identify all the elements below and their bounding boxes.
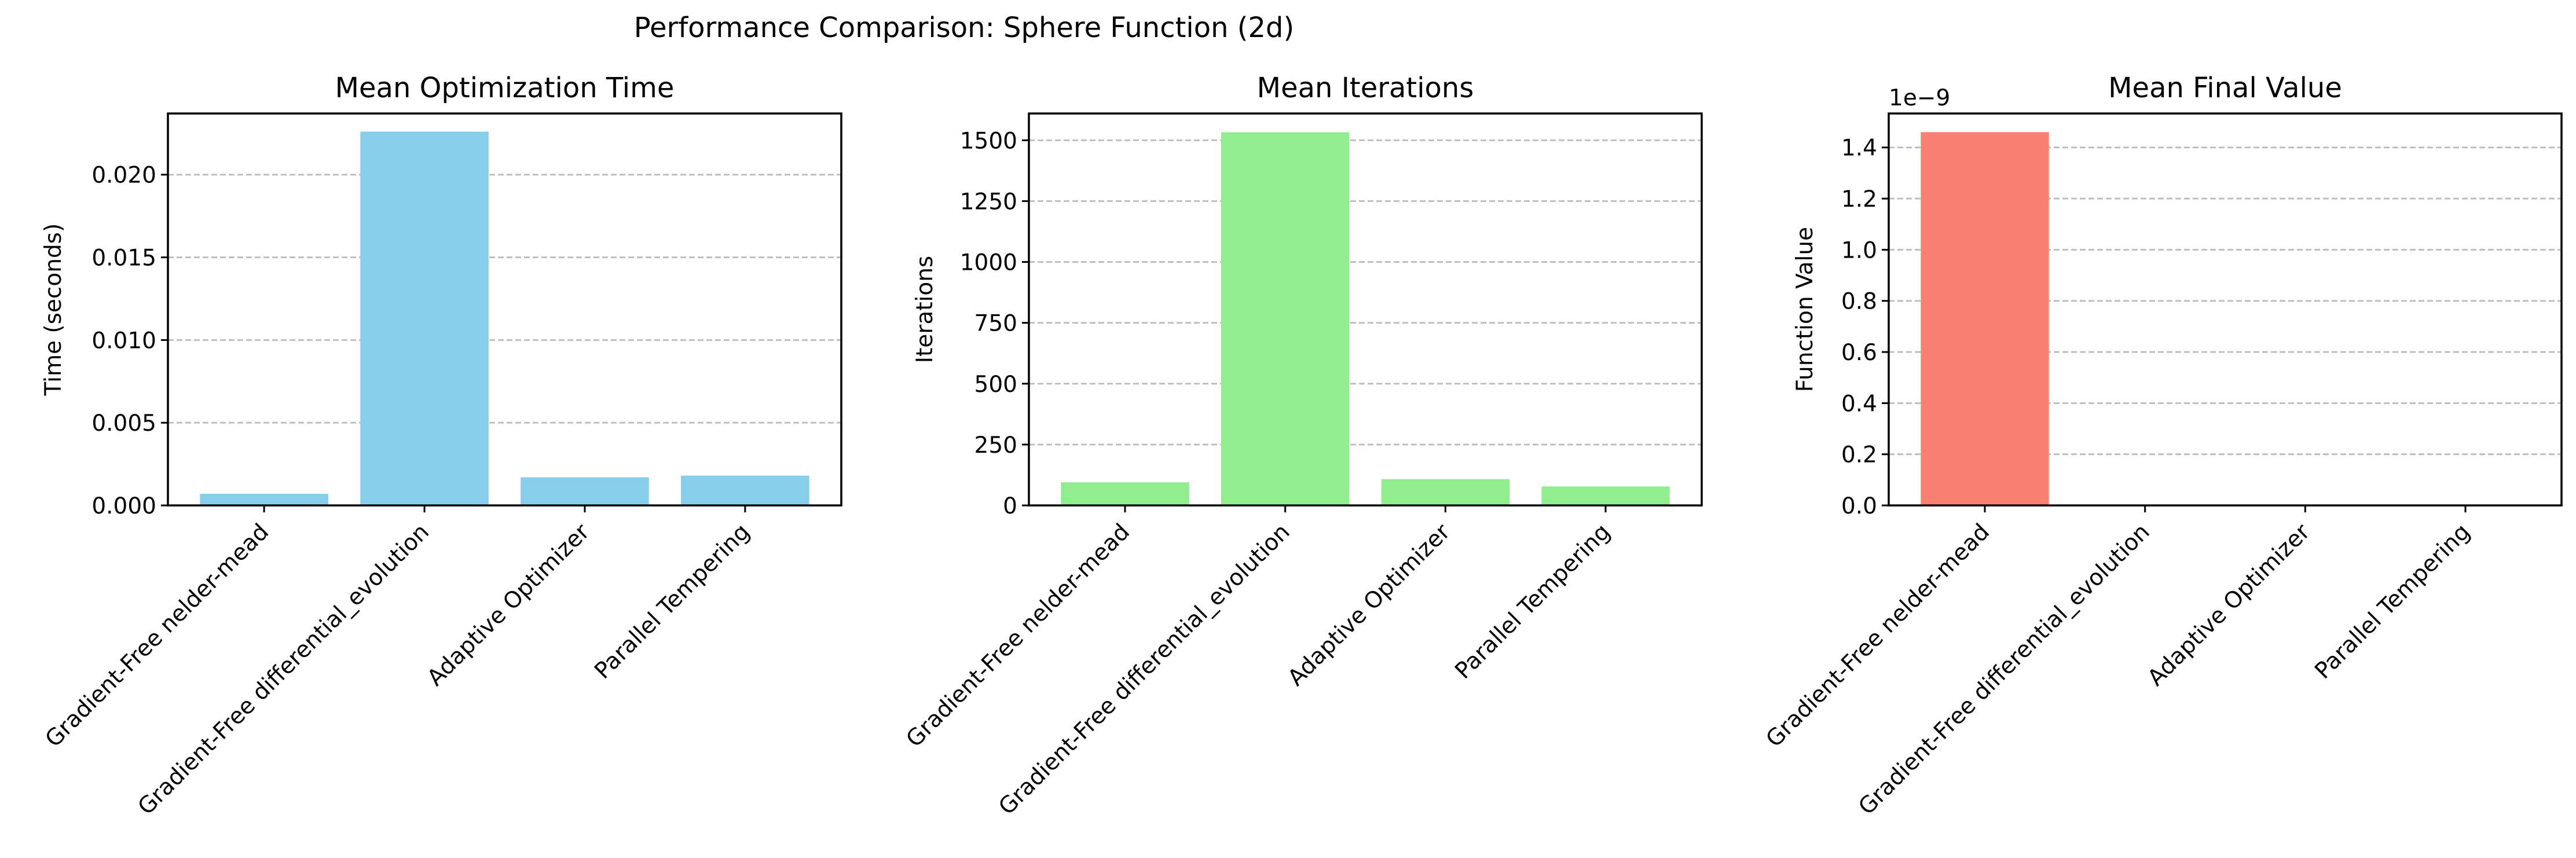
y-tick-label: 250 <box>974 432 1017 459</box>
y-tick-label: 0 <box>1003 493 1017 519</box>
y-tick-label: 750 <box>974 311 1017 337</box>
bar-4 <box>681 475 809 505</box>
y-tick-label: 1000 <box>960 250 1017 276</box>
x-tick-label: Parallel Tempering <box>589 519 755 684</box>
y-tick-label: 1500 <box>960 128 1017 154</box>
y-tick-label: 0.015 <box>91 245 156 272</box>
y-tick-label: 500 <box>974 372 1017 398</box>
x-tick-label: Parallel Tempering <box>1450 519 1616 684</box>
bar-3 <box>521 477 649 505</box>
y-tick-label: 0.8 <box>1841 289 1877 315</box>
bar-2 <box>360 131 489 505</box>
y-axis-label: Iterations <box>912 256 938 364</box>
y-tick-label: 0.0 <box>1841 493 1877 519</box>
bar-3 <box>1381 479 1509 505</box>
x-tick-label: Gradient-Free differential_evolution <box>1853 519 2154 820</box>
bar-1 <box>1921 132 2049 505</box>
y-tick-label: 1.0 <box>1841 237 1877 263</box>
y-tick-label: 0.010 <box>91 328 156 354</box>
y-tick-label: 1.2 <box>1841 186 1877 212</box>
y-tick-label: 0.005 <box>91 410 156 437</box>
bar-1 <box>1061 482 1189 505</box>
y-axis-label: Time (seconds) <box>41 223 67 397</box>
bar-2 <box>1221 132 1350 505</box>
y-tick-label: 0.020 <box>91 163 156 189</box>
y-tick-label: 0.6 <box>1841 340 1877 366</box>
y-tick-label: 0.4 <box>1841 391 1877 417</box>
panel-title: Mean Optimization Time <box>335 72 675 104</box>
x-tick-label: Adaptive Optimizer <box>422 519 595 691</box>
plot-frame <box>1888 112 2563 507</box>
y-offset-label: 1e−9 <box>1889 85 1950 111</box>
plot-frame <box>1028 112 1703 507</box>
y-axis-label: Function Value <box>1792 227 1818 392</box>
x-tick-label: Adaptive Optimizer <box>1283 519 1456 691</box>
x-tick-label: Parallel Tempering <box>2310 519 2476 684</box>
y-tick-label: 0.2 <box>1841 442 1877 468</box>
x-tick-label: Adaptive Optimizer <box>2143 519 2315 691</box>
bar-1 <box>200 494 328 505</box>
x-tick-label: Gradient-Free differential_evolution <box>994 519 1295 820</box>
y-tick-label: 1.4 <box>1841 135 1877 162</box>
x-tick-label: Gradient-Free differential_evolution <box>133 519 434 820</box>
panel-title: Mean Final Value <box>2108 72 2342 104</box>
y-tick-label: 0.000 <box>91 493 156 519</box>
figure-title: Performance Comparison: Sphere Function … <box>634 12 1295 44</box>
bar-4 <box>1541 486 1670 505</box>
plot-frame <box>167 112 842 507</box>
panel-title: Mean Iterations <box>1257 72 1474 104</box>
y-tick-label: 1250 <box>960 189 1017 215</box>
